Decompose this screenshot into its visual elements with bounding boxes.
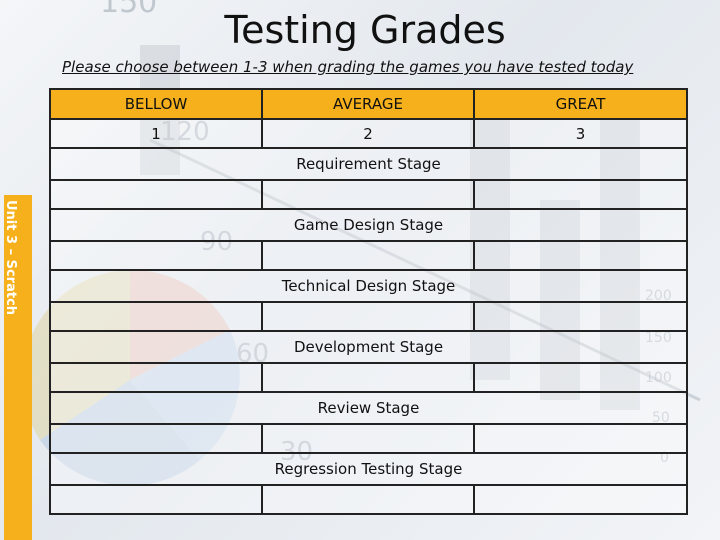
stage-review: Review Stage <box>49 391 688 425</box>
grade-cell-great[interactable] <box>473 240 688 271</box>
grade-header-row: BELLOW AVERAGE GREAT <box>49 88 688 120</box>
grading-table: BELLOW AVERAGE GREAT 1 2 3 Requirement S… <box>49 88 688 515</box>
stage-grade-row <box>49 179 688 210</box>
stage-development: Development Stage <box>49 330 688 364</box>
stage-game-design: Game Design Stage <box>49 208 688 242</box>
grade-header-average: AVERAGE <box>261 88 475 120</box>
grade-cell-average[interactable] <box>261 240 475 271</box>
stage-heading-row: Regression Testing Stage <box>49 452 688 486</box>
grade-cell-bellow[interactable] <box>49 301 263 332</box>
stage-regression-testing: Regression Testing Stage <box>49 452 688 486</box>
stage-heading-row: Requirement Stage <box>49 147 688 181</box>
grade-cell-great[interactable] <box>473 179 688 210</box>
stage-grade-row <box>49 423 688 454</box>
stage-requirement: Requirement Stage <box>49 147 688 181</box>
stage-grade-row <box>49 301 688 332</box>
grade-cell-average[interactable] <box>261 362 475 393</box>
grade-cell-average[interactable] <box>261 484 475 515</box>
grade-cell-average[interactable] <box>261 423 475 454</box>
grade-cell-bellow[interactable] <box>49 179 263 210</box>
unit-label: Unit 3 – Scratch <box>3 200 18 316</box>
background-number: 150 <box>100 0 157 20</box>
grade-cell-great[interactable] <box>473 423 688 454</box>
grade-cell-great[interactable] <box>473 484 688 515</box>
grade-header-great: GREAT <box>473 88 688 120</box>
grade-value-3: 3 <box>473 118 688 149</box>
grade-value-2: 2 <box>261 118 475 149</box>
grade-cell-bellow[interactable] <box>49 423 263 454</box>
grade-cell-bellow[interactable] <box>49 240 263 271</box>
stage-grade-row <box>49 362 688 393</box>
grade-value-row: 1 2 3 <box>49 118 688 149</box>
page-subtitle: Please choose between 1-3 when grading t… <box>62 58 634 76</box>
stage-heading-row: Development Stage <box>49 330 688 364</box>
stage-technical-design: Technical Design Stage <box>49 269 688 303</box>
grade-value-1: 1 <box>49 118 263 149</box>
stage-heading-row: Game Design Stage <box>49 208 688 242</box>
stage-grade-row <box>49 240 688 271</box>
page-title: Testing Grades <box>224 8 506 52</box>
grade-cell-great[interactable] <box>473 301 688 332</box>
grade-cell-great[interactable] <box>473 362 688 393</box>
stage-heading-row: Technical Design Stage <box>49 269 688 303</box>
grade-cell-average[interactable] <box>261 301 475 332</box>
stage-grade-row <box>49 484 688 515</box>
grade-cell-average[interactable] <box>261 179 475 210</box>
grade-cell-bellow[interactable] <box>49 362 263 393</box>
stage-heading-row: Review Stage <box>49 391 688 425</box>
grade-cell-bellow[interactable] <box>49 484 263 515</box>
unit-side-bar <box>4 195 32 540</box>
grade-header-bellow: BELLOW <box>49 88 263 120</box>
